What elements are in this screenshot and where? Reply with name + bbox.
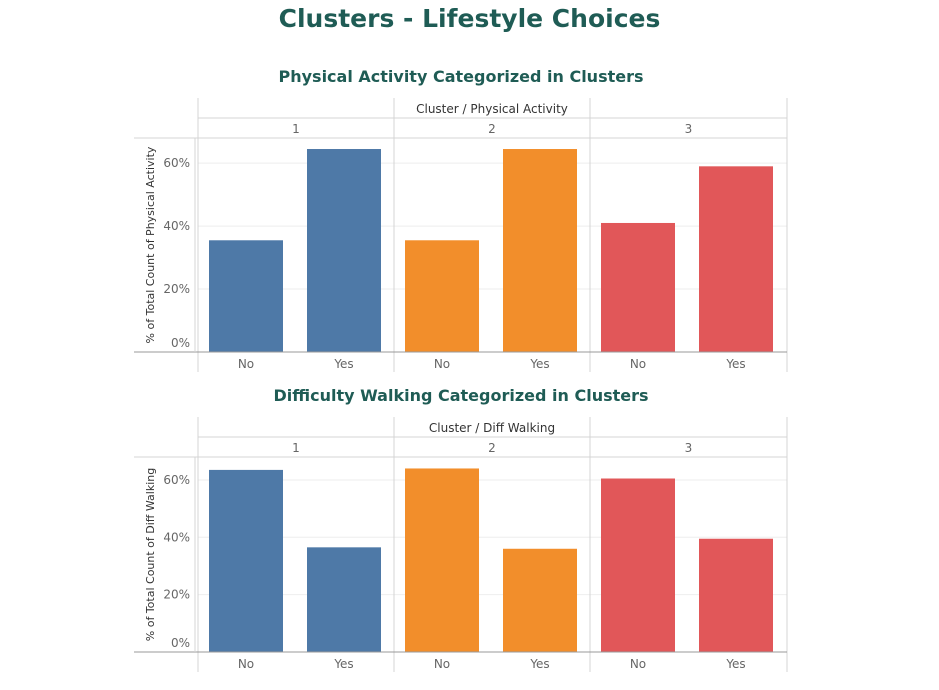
y-tick-label: 60% bbox=[163, 156, 190, 170]
bar bbox=[699, 166, 773, 352]
chart-title: Difficulty Walking Categorized in Cluste… bbox=[273, 386, 648, 405]
x-category-label: Yes bbox=[529, 357, 549, 371]
x-category-label: No bbox=[434, 357, 450, 371]
x-category-label: No bbox=[630, 357, 646, 371]
x-category-label: No bbox=[238, 357, 254, 371]
bar bbox=[307, 149, 381, 352]
y-tick-label: 20% bbox=[163, 282, 190, 296]
x-category-label: No bbox=[630, 657, 646, 671]
bar bbox=[405, 240, 479, 352]
y-tick-label: 0% bbox=[171, 336, 190, 350]
x-category-label: Yes bbox=[529, 657, 549, 671]
bar bbox=[209, 240, 283, 352]
bar bbox=[405, 468, 479, 652]
cluster-label: 2 bbox=[488, 441, 496, 455]
chart-title: Physical Activity Categorized in Cluster… bbox=[279, 67, 644, 86]
x-category-label: Yes bbox=[725, 357, 745, 371]
page-title: Clusters - Lifestyle Choices bbox=[278, 4, 661, 33]
chart-1: Physical Activity Categorized in Cluster… bbox=[134, 67, 788, 372]
x-category-label: No bbox=[434, 657, 450, 671]
x-category-label: No bbox=[238, 657, 254, 671]
bar bbox=[503, 149, 577, 352]
x-category-label: Yes bbox=[333, 657, 353, 671]
bar bbox=[699, 538, 773, 652]
y-axis-label: % of Total Count of Diff Walking bbox=[144, 468, 157, 641]
cluster-label: 1 bbox=[292, 122, 300, 136]
cluster-label: 2 bbox=[488, 122, 496, 136]
cluster-label: 1 bbox=[292, 441, 300, 455]
chart-2: Difficulty Walking Categorized in Cluste… bbox=[134, 386, 788, 672]
y-tick-label: 20% bbox=[163, 588, 190, 602]
y-tick-label: 0% bbox=[171, 636, 190, 650]
bar bbox=[209, 469, 283, 652]
y-tick-label: 60% bbox=[163, 473, 190, 487]
y-tick-label: 40% bbox=[163, 219, 190, 233]
panel-header: Cluster / Diff Walking bbox=[429, 421, 555, 435]
cluster-label: 3 bbox=[685, 122, 693, 136]
x-category-label: Yes bbox=[333, 357, 353, 371]
y-axis-label: % of Total Count of Physical Activity bbox=[144, 146, 157, 343]
x-category-label: Yes bbox=[725, 657, 745, 671]
panel-header: Cluster / Physical Activity bbox=[416, 102, 568, 116]
bar bbox=[601, 478, 675, 652]
bar bbox=[503, 548, 577, 652]
bar bbox=[601, 222, 675, 352]
y-tick-label: 40% bbox=[163, 530, 190, 544]
bar bbox=[307, 547, 381, 652]
cluster-label: 3 bbox=[685, 441, 693, 455]
